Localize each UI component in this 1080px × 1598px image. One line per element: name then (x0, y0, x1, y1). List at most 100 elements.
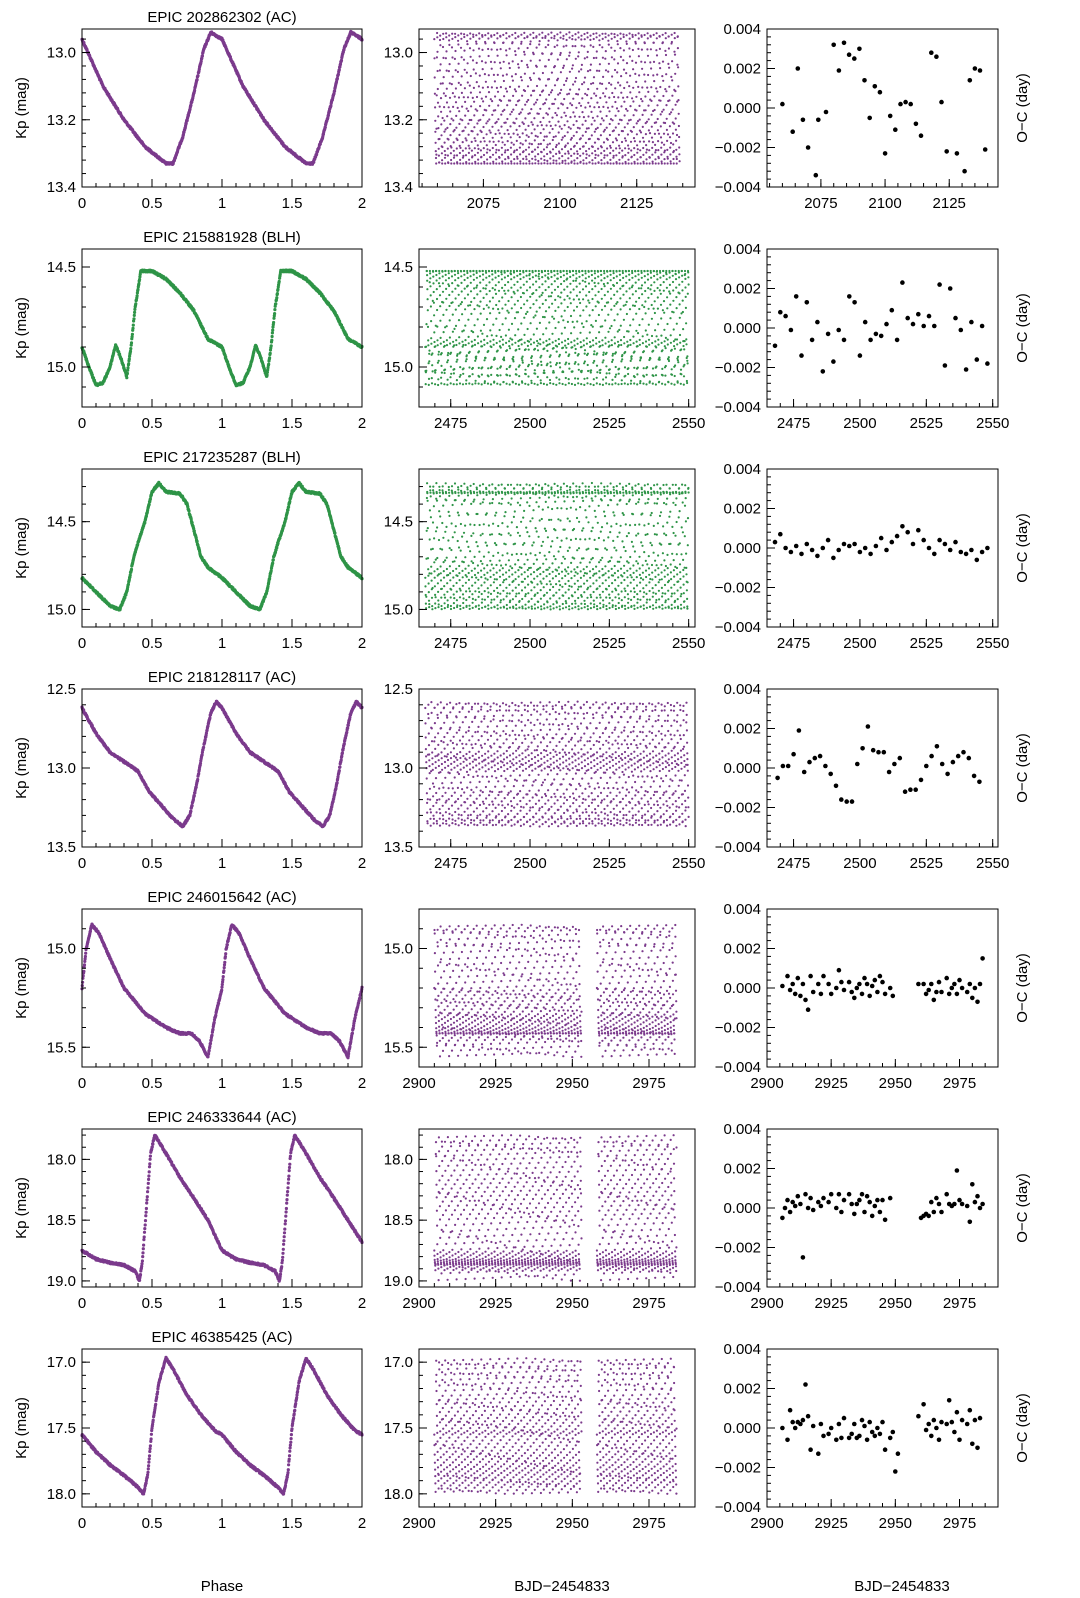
time-point (547, 78, 551, 81)
time-point (465, 71, 468, 74)
time-point (518, 99, 521, 102)
time-point (462, 154, 465, 157)
time-point (577, 55, 580, 58)
time-point (539, 343, 542, 346)
time-point (519, 153, 522, 156)
time-point (588, 301, 591, 304)
time-point (459, 46, 463, 49)
time-point (583, 81, 586, 84)
time-point (647, 90, 650, 93)
time-point (651, 146, 654, 149)
time-point (465, 107, 468, 110)
time-point (683, 340, 686, 343)
time-point (560, 138, 563, 141)
time-point (506, 117, 509, 121)
time-point (510, 286, 513, 289)
time-point (450, 372, 453, 375)
time-point (562, 370, 565, 374)
time-point (560, 341, 564, 344)
time-point (479, 300, 482, 303)
time-point (564, 376, 567, 380)
time-point (594, 319, 598, 322)
oc-y-tick-label: −0.002 (715, 360, 761, 377)
time-point (475, 276, 478, 279)
time-point (681, 280, 684, 283)
time-point (632, 114, 635, 117)
time-point (631, 304, 635, 307)
time-point (527, 375, 530, 378)
time-point (557, 321, 560, 324)
oc-y-tick-label: −0.002 (715, 140, 761, 157)
time-point (673, 53, 677, 56)
time-point (455, 379, 458, 382)
time-point (605, 382, 608, 385)
time-point (518, 112, 521, 116)
time-point (660, 153, 663, 156)
time-point (594, 128, 598, 131)
time-point (578, 275, 581, 278)
time-point (474, 160, 477, 163)
time-point (649, 271, 653, 274)
star-title: EPIC 202862302 (AC) (147, 9, 296, 26)
time-point (579, 314, 582, 317)
time-point (533, 369, 536, 372)
time-point (519, 111, 522, 114)
time-point (644, 312, 647, 315)
time-point (594, 153, 597, 156)
time-point (612, 284, 616, 287)
time-point (453, 344, 456, 347)
time-point (626, 122, 629, 125)
time-point (458, 110, 461, 113)
time-point (597, 282, 600, 285)
time-point (503, 143, 506, 146)
time-point (503, 276, 506, 279)
time-point (520, 40, 523, 43)
time-point (485, 122, 488, 125)
time-point (493, 41, 496, 45)
time-point (664, 383, 667, 386)
time-point (664, 37, 667, 40)
time-point (646, 333, 649, 336)
time-point (507, 281, 510, 284)
time-point (619, 324, 622, 327)
time-point (625, 72, 628, 75)
time-point (661, 367, 664, 370)
time-point (459, 303, 462, 306)
time-point (455, 154, 459, 157)
time-point (492, 343, 495, 346)
time-point (571, 67, 574, 70)
time-point (623, 86, 626, 90)
time-point (462, 343, 465, 347)
time-point (466, 40, 469, 43)
time-point (544, 65, 547, 68)
time-point (608, 344, 611, 347)
time-point (597, 301, 600, 304)
time-point (549, 361, 552, 364)
time-point (657, 132, 661, 135)
time-point (464, 339, 467, 342)
time-point (525, 158, 528, 161)
time-point (496, 73, 499, 76)
time-point (586, 70, 590, 73)
phase-point (272, 320, 276, 325)
time-point (615, 139, 619, 142)
oc-point (793, 294, 799, 299)
time-point (479, 312, 482, 315)
time-point (512, 143, 515, 146)
time-point (563, 326, 567, 329)
time-point (602, 92, 605, 95)
time-point (600, 146, 603, 149)
phase-curve-points (80, 480, 364, 612)
time-point (540, 354, 543, 357)
time-point (669, 303, 672, 306)
time-point (646, 37, 649, 40)
time-point (482, 147, 485, 150)
time-point (598, 63, 602, 66)
time-point (438, 272, 441, 275)
time-point (604, 32, 607, 35)
time-point (599, 134, 603, 137)
time-point (474, 139, 477, 142)
time-point (686, 362, 689, 365)
time-point (664, 49, 667, 53)
time-point (633, 160, 636, 163)
